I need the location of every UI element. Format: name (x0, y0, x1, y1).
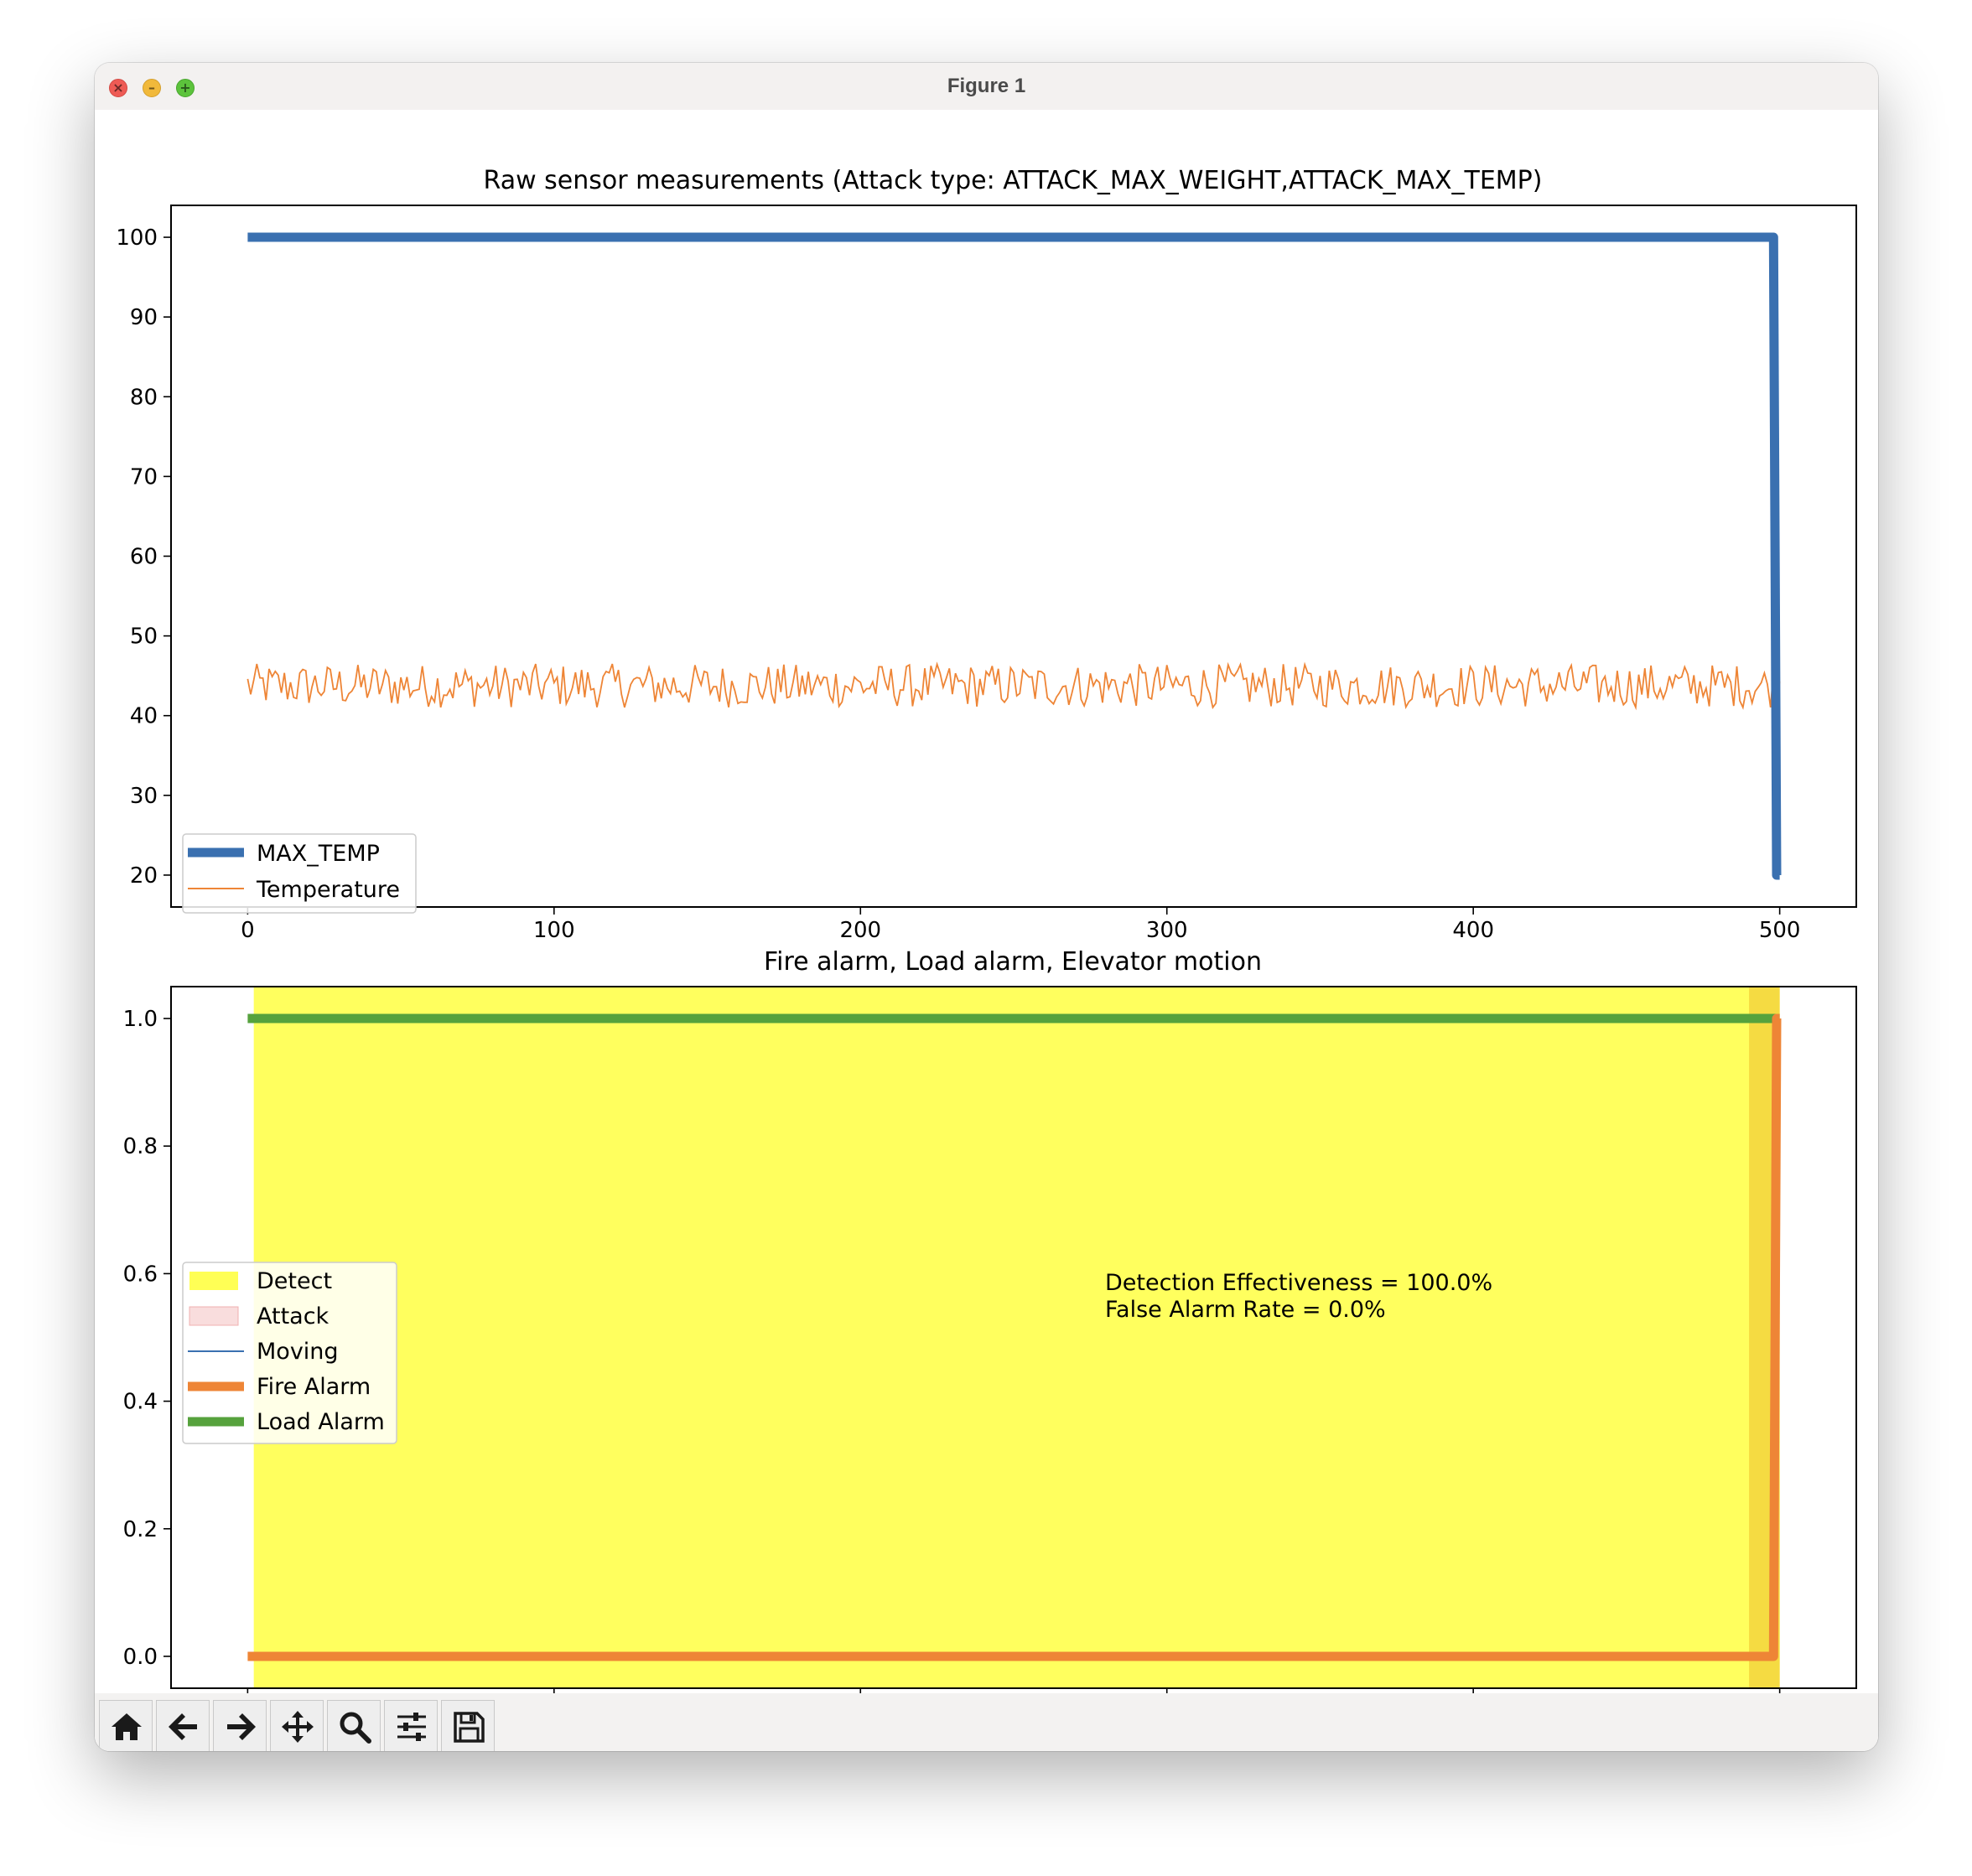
arrow-left-icon (169, 1713, 197, 1740)
y-tick-label: 0.2 (123, 1517, 158, 1542)
close-icon: × (112, 80, 124, 96)
legend-label-max-temp: MAX_TEMP (257, 841, 380, 867)
legend-label-detect: Detect (257, 1268, 332, 1294)
y-tick-label: 0.0 (123, 1645, 158, 1670)
minimize-button[interactable]: – (143, 79, 161, 97)
y-tick-label: 0.8 (123, 1134, 158, 1159)
close-button[interactable]: × (109, 79, 127, 97)
y-tick-label: 0.4 (123, 1390, 158, 1415)
y-tick-label: 80 (130, 385, 158, 410)
y-tick-label: 0.6 (123, 1262, 158, 1287)
x-tick-label: 400 (1452, 918, 1494, 943)
home-icon (112, 1713, 142, 1740)
legend-label-load-alarm: Load Alarm (257, 1409, 385, 1435)
legend: Detect Attack Moving Fire Alarm Load Ala… (182, 1262, 397, 1444)
save-icon (454, 1712, 485, 1743)
maximize-button[interactable]: + (176, 79, 195, 97)
y-tick-label: 1.0 (123, 1007, 158, 1032)
max-temp-series-line (247, 232, 1782, 880)
y-tick-label: 40 (130, 704, 158, 729)
alarm-chart: Fire alarm, Load alarm, Elevator motion … (123, 947, 1857, 1724)
legend: MAX_TEMP Temperature (182, 833, 417, 914)
x-tick-label: 200 (839, 918, 881, 943)
y-tick-label: 100 (116, 225, 158, 251)
x-tick-label: 500 (1759, 918, 1801, 943)
figure-window: × – + Figure 1 Raw sensor measurements (… (95, 63, 1878, 1751)
fire-alarm-series-line (247, 1013, 1782, 1661)
navigation-toolbar (95, 1693, 1878, 1751)
title-bar: × – + Figure 1 (95, 63, 1878, 111)
detection-effectiveness-annotation: Detection Effectiveness = 100.0% (1105, 1270, 1492, 1296)
back-button[interactable] (156, 1700, 210, 1751)
x-tick-label: 0 (241, 918, 255, 943)
figure-canvas[interactable]: Raw sensor measurements (Attack type: AT… (95, 110, 1878, 1751)
window-title: Figure 1 (947, 75, 1026, 97)
sliders-icon (397, 1713, 426, 1741)
legend-label-attack: Attack (257, 1303, 330, 1329)
temperature-series-line (246, 661, 1781, 711)
save-button[interactable] (441, 1700, 495, 1751)
forward-button[interactable] (213, 1700, 267, 1751)
zoom-icon (340, 1712, 371, 1744)
pan-icon (282, 1711, 314, 1743)
configure-subplots-button[interactable] (384, 1700, 438, 1751)
legend-swatch-detect (189, 1272, 238, 1290)
y-tick-label: 50 (130, 624, 158, 650)
minimize-icon: – (148, 80, 155, 96)
legend-label-temperature: Temperature (256, 877, 400, 903)
x-tick-label: 100 (533, 918, 575, 943)
arrow-right-icon (227, 1713, 256, 1740)
false-alarm-annotation: False Alarm Rate = 0.0% (1105, 1297, 1386, 1323)
legend-label-fire-alarm: Fire Alarm (257, 1374, 371, 1400)
sensor-chart: Raw sensor measurements (Attack type: AT… (116, 166, 1857, 943)
y-tick-label: 60 (130, 545, 158, 570)
x-tick-label: 300 (1146, 918, 1188, 943)
legend-label-moving: Moving (257, 1339, 339, 1365)
maximize-icon: + (179, 80, 191, 96)
pan-button[interactable] (270, 1700, 324, 1751)
legend-swatch-attack (189, 1306, 239, 1326)
home-button[interactable] (99, 1700, 153, 1751)
y-tick-label: 90 (130, 305, 158, 330)
y-tick-label: 70 (130, 464, 158, 490)
y-tick-label: 30 (130, 784, 158, 809)
plot-frame (170, 986, 1857, 1689)
y-tick-label: 20 (130, 863, 158, 889)
chart-title: Raw sensor measurements (Attack type: AT… (484, 166, 1543, 195)
chart-title: Fire alarm, Load alarm, Elevator motion (764, 947, 1262, 977)
zoom-button[interactable] (327, 1700, 381, 1751)
detect-span (253, 987, 1780, 1688)
